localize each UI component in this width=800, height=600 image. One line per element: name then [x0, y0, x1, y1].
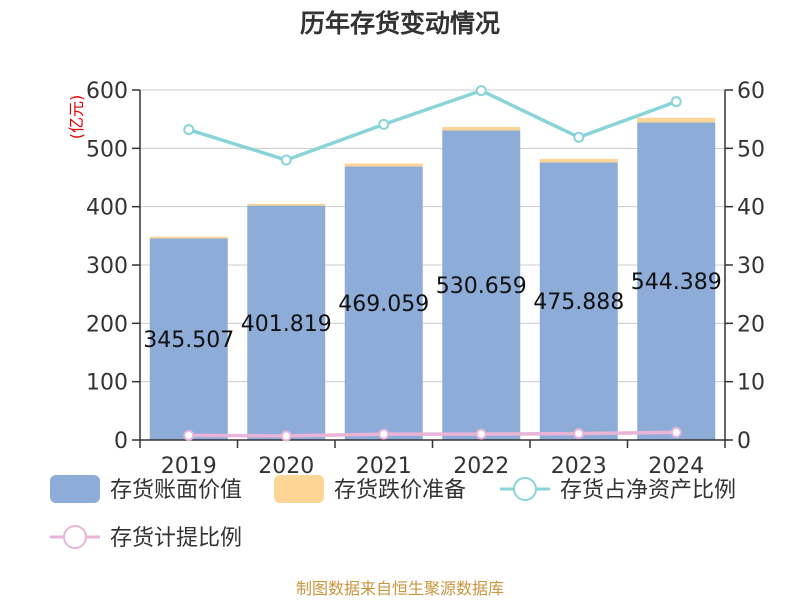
x-tick-label: 2020	[258, 454, 314, 479]
point-provision-ratio	[378, 428, 390, 440]
y-left-tick-label: 300	[86, 254, 128, 279]
legend-label: 存货计提比例	[110, 526, 242, 551]
bar-impairment	[344, 163, 423, 167]
y-right-tick-label: 0	[737, 429, 751, 454]
y-left-tick-label: 600	[86, 79, 128, 104]
point-provision-ratio	[183, 429, 195, 441]
y-left-tick-label: 400	[86, 196, 128, 221]
bar-impairment	[149, 236, 228, 239]
line-net-asset-ratio	[188, 88, 677, 162]
point-provision-ratio	[670, 426, 682, 438]
y-right-tick-label: 30	[737, 254, 765, 279]
bar-impairment	[247, 203, 326, 206]
bars	[149, 117, 716, 440]
y-right-tick-label: 20	[737, 312, 765, 337]
y-right-tick-label: 40	[737, 196, 765, 221]
legend-swatch	[50, 475, 100, 503]
chart-title: 历年存货变动情况	[300, 9, 500, 38]
point-net-asset-ratio	[378, 118, 390, 130]
legend-marker	[513, 477, 537, 501]
bar-data-label: 345.507	[143, 328, 234, 353]
lines	[183, 85, 682, 442]
bar-data-label: 401.819	[241, 312, 332, 337]
y-left-tick-label: 0	[114, 429, 128, 454]
axes: 0 100 200 300 400 500 600 0 10 20 30 40 50 60 2019 2020…	[86, 79, 765, 479]
legend-label: 存货账面价值	[110, 478, 242, 503]
point-provision-ratio	[475, 428, 487, 440]
bar-book-value	[149, 238, 228, 440]
x-tick-label: 2021	[356, 454, 412, 479]
bar-data-label: 469.059	[338, 292, 429, 317]
x-tick-label: 2023	[551, 454, 607, 479]
y-right-tick-label: 60	[737, 79, 765, 104]
bar-data-label: 475.888	[533, 290, 624, 315]
source-note: 制图数据来自恒生聚源数据库	[296, 579, 504, 598]
y-left-tick-label: 100	[86, 371, 128, 396]
legend-marker	[63, 525, 87, 549]
point-provision-ratio	[573, 428, 585, 440]
line-provision-ratio	[188, 430, 677, 438]
x-tick-label: 2022	[453, 454, 509, 479]
y-right-tick-label: 10	[737, 371, 765, 396]
bar-data-label: 530.659	[436, 274, 527, 299]
y-left-tick-label: 500	[86, 137, 128, 162]
y-left-tick-label: 200	[86, 312, 128, 337]
x-tick-label: 2024	[648, 454, 704, 479]
point-net-asset-ratio	[183, 124, 195, 136]
point-net-asset-ratio	[475, 85, 487, 97]
point-provision-ratio	[280, 430, 292, 442]
y-right-tick-label: 50	[737, 137, 765, 162]
point-net-asset-ratio	[670, 96, 682, 108]
bar-data-label: 544.389	[631, 270, 722, 295]
x-tick-label: 2019	[161, 454, 217, 479]
legend-swatch	[274, 475, 324, 503]
y-axis-unit: (亿元)	[67, 95, 86, 140]
grid-lines	[140, 89, 725, 441]
legend-label: 存货占净资产比例	[560, 478, 736, 503]
bar-book-value	[344, 166, 423, 440]
point-net-asset-ratio	[280, 154, 292, 166]
bar-impairment	[539, 158, 618, 163]
bar-book-value	[637, 122, 716, 440]
point-net-asset-ratio	[573, 131, 585, 143]
bar-book-value	[247, 205, 326, 440]
legend-label: 存货跌价准备	[334, 478, 466, 503]
bar-impairment	[442, 126, 521, 131]
bar-book-value	[539, 162, 618, 440]
bar-book-value	[442, 130, 521, 440]
bar-impairment	[637, 117, 716, 123]
